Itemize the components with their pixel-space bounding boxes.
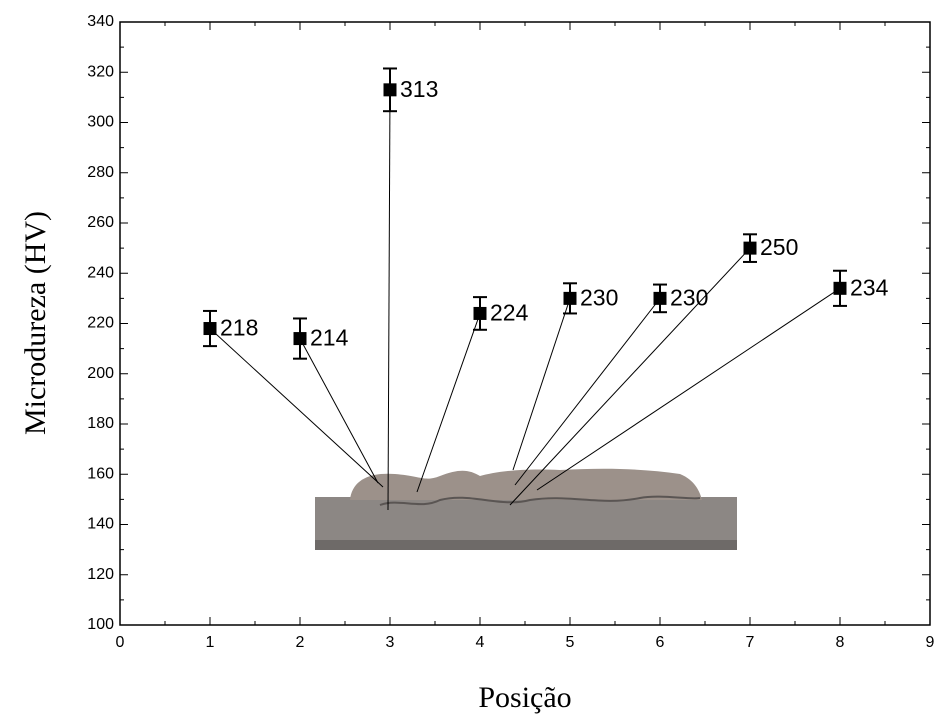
point (474, 307, 487, 320)
x-tick-label: 7 (746, 634, 755, 651)
value-label: 214 (310, 325, 349, 351)
y-tick-label: 260 (87, 214, 114, 231)
value-label: 230 (580, 284, 618, 310)
value-label: 250 (760, 234, 798, 260)
leader-line (515, 298, 660, 485)
y-tick-label: 120 (87, 566, 114, 583)
leader-line (537, 288, 840, 490)
y-tick-label: 220 (87, 315, 114, 332)
y-tick-label: 340 (87, 13, 114, 30)
specimen-base-edge (315, 540, 737, 550)
y-tick-label: 300 (87, 114, 114, 131)
point (204, 322, 217, 335)
value-label: 313 (400, 76, 438, 102)
x-axis-title: Posição (478, 681, 571, 714)
x-tick-label: 8 (836, 634, 845, 651)
y-tick-label: 100 (87, 616, 114, 633)
value-label: 234 (850, 274, 889, 300)
x-tick-label: 2 (296, 634, 305, 651)
weld-bead (350, 469, 702, 500)
x-tick-label: 3 (386, 634, 395, 651)
value-label: 224 (490, 300, 529, 326)
point (834, 282, 847, 295)
leader-line (417, 313, 480, 492)
leader-line (510, 248, 750, 505)
point (654, 292, 667, 305)
leader-line (300, 339, 378, 483)
y-tick-label: 320 (87, 63, 114, 80)
value-label: 218 (220, 315, 258, 341)
y-tick-label: 240 (87, 264, 114, 281)
y-tick-label: 280 (87, 164, 114, 181)
leader-line (210, 329, 383, 487)
x-tick-label: 6 (656, 634, 665, 651)
point (384, 83, 397, 96)
x-tick-label: 0 (116, 634, 125, 651)
x-tick-label: 9 (926, 634, 935, 651)
x-tick-label: 4 (476, 634, 485, 651)
y-axis-title: Microdureza (HV) (19, 211, 52, 435)
x-tick-label: 5 (566, 634, 575, 651)
y-tick-label: 180 (87, 415, 114, 432)
y-tick-label: 140 (87, 516, 114, 533)
leader-line (388, 90, 390, 510)
value-label: 230 (670, 284, 708, 310)
y-tick-label: 160 (87, 465, 114, 482)
specimen-photo (315, 469, 737, 550)
point (294, 332, 307, 345)
y-tick-label: 200 (87, 365, 114, 382)
chart: Posição Microdureza (HV) 100120140160180… (0, 0, 938, 721)
point (564, 292, 577, 305)
x-tick-label: 1 (206, 634, 215, 651)
point (744, 242, 757, 255)
